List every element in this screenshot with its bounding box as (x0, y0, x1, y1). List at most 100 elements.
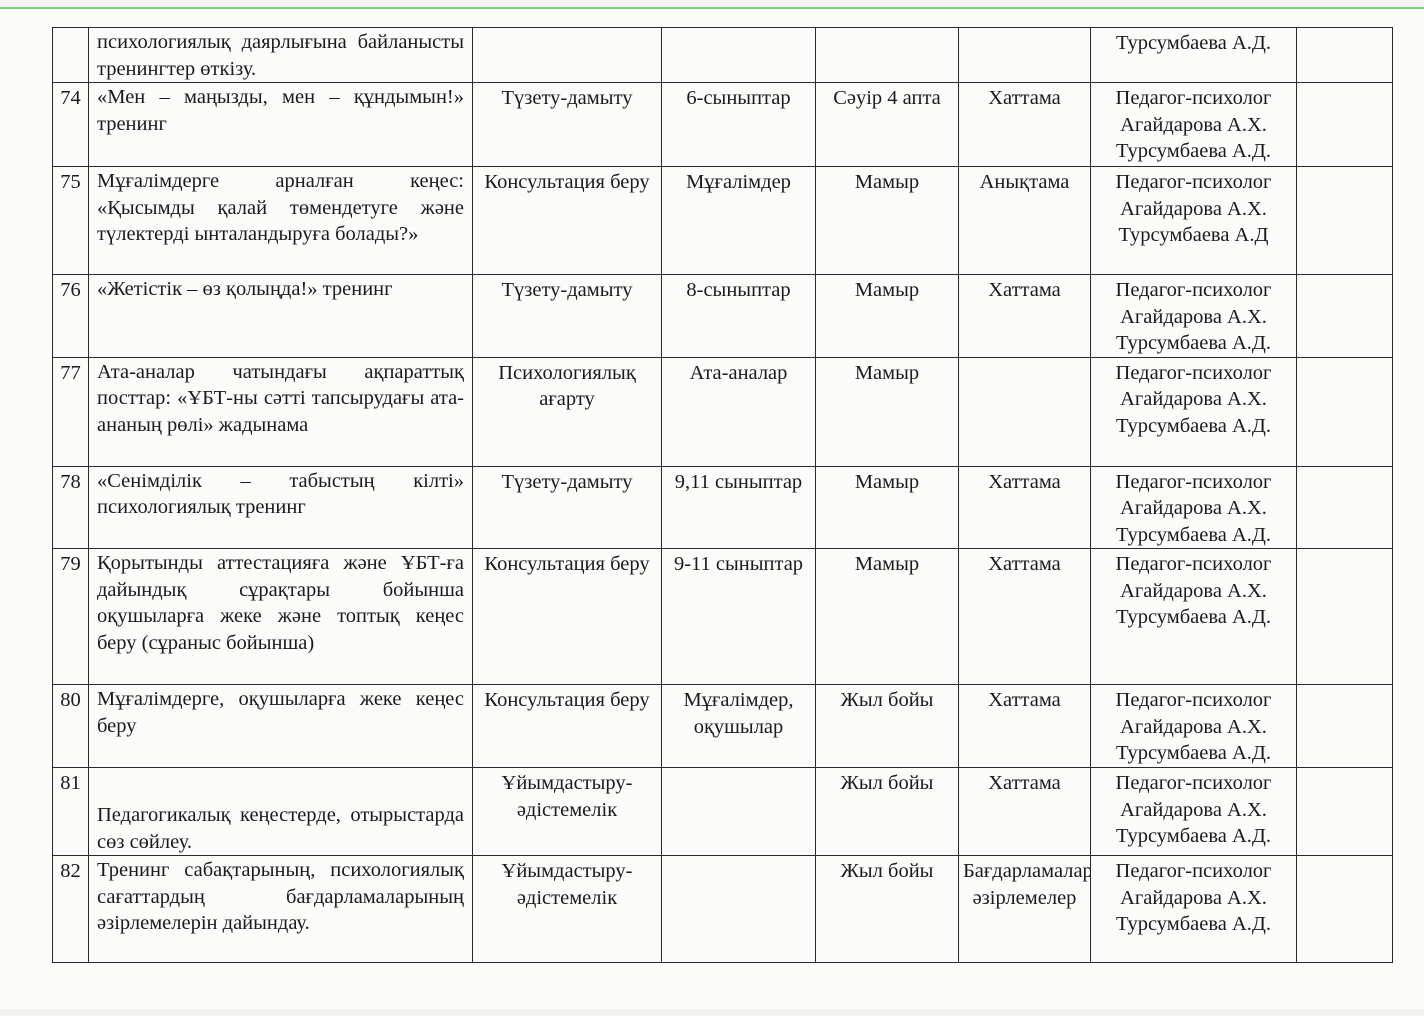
schedule-date: Жыл бойы (815, 684, 959, 768)
result-document (958, 356, 1091, 467)
target-audience: Ата-аналар (661, 356, 816, 467)
activity-type: Ұйымдастыру-әдістемелік (472, 767, 662, 856)
result-document: Хаттама (958, 767, 1091, 856)
responsible-persons: Педагог-психолог Агайдарова А.Х. Турсумбае… (1090, 166, 1297, 275)
table-row: психологиялық даярлығына байланысты трен… (52, 27, 1393, 83)
target-audience: 8-сыныптар (661, 274, 816, 358)
target-audience: 6-сыныптар (661, 82, 816, 167)
activity-description: Педагогикалық кеңестерде, отырыстарда сө… (88, 767, 473, 856)
activity-description: Қорытынды аттестацияға және ҰБТ-ға дайын… (88, 548, 473, 685)
responsible-persons: Педагог-психолог Агайдарова А.Х. Турсумбае… (1090, 356, 1297, 467)
responsible-persons: Педагог-психолог Агайдарова А.Х. Турсумбае… (1090, 767, 1297, 856)
target-audience (661, 27, 816, 83)
responsible-persons: Педагог-психолог Агайдарова А.Х. Турсумбае… (1090, 548, 1297, 685)
target-audience: 9-11 сыныптар (661, 548, 816, 685)
top-edge-line (0, 7, 1424, 9)
result-document: Бағдарламалар, әзірлемелер (958, 855, 1091, 963)
activity-type: Ұйымдастыру-әдістемелік (472, 855, 662, 963)
responsible-person: Агайдарова А.Х. (1120, 497, 1267, 519)
responsible-person: Агайдарова А.Х. (1120, 715, 1267, 738)
result-document: Хаттама (958, 548, 1091, 685)
result-document: Хаттама (958, 684, 1091, 768)
schedule-date: Мамыр (815, 356, 959, 467)
note-cell (1296, 166, 1393, 275)
responsible-person: Турсумбаева А.Д. (1115, 742, 1272, 764)
table-row: 76 «Жетістік – өз қолыңда!» тренинг Түзету… (52, 274, 1393, 358)
note-cell (1296, 82, 1393, 167)
responsible-person: Агайдарова А.Х. (1120, 886, 1267, 909)
target-audience (661, 767, 816, 856)
responsible-person: Турсумбаева А.Д. (1115, 332, 1272, 354)
schedule-date: Мамыр (815, 548, 959, 685)
responsible-person: Педагог-психолог (1115, 689, 1272, 711)
table-row: 80 Мұғалімдерге, оқушыларға жеке кеңес бе… (52, 684, 1393, 768)
responsible-person: Турсумбаева А.Д. (1115, 32, 1272, 54)
activity-description: Ата-аналар чатындағы ақпараттық посттар:… (88, 356, 473, 467)
responsible-person: Турсумбаева А.Д (1118, 224, 1269, 246)
activity-type: Психологиялық ағарту (472, 356, 662, 467)
row-number (52, 27, 89, 83)
responsible-persons: Педагог-психолог Агайдарова А.Х. Турсумбае… (1090, 465, 1297, 549)
note-cell (1296, 684, 1393, 768)
target-audience: Мұғалімдер, оқушылар (661, 684, 816, 768)
result-document: Хаттама (958, 274, 1091, 358)
schedule-date: Мамыр (815, 465, 959, 549)
responsible-person: Агайдарова А.Х. (1120, 579, 1267, 602)
responsible-person: Педагог-психолог (1115, 279, 1272, 301)
table-row: 81 Педагогикалық кеңестерде, отырыстарда … (52, 767, 1393, 856)
note-cell (1296, 767, 1393, 856)
table-row: 75 Мұғалімдерге арналған кеңес: «Қысымды … (52, 166, 1393, 275)
activity-description: «Мен – маңызды, мен – құндымын!» тренинг (88, 82, 473, 167)
responsible-person: Турсумбаева А.Д. (1115, 414, 1272, 437)
activity-type: Түзету-дамыту (472, 274, 662, 358)
table-row: 74 «Мен – маңызды, мен – құндымын!» трени… (52, 82, 1393, 167)
responsible-person: Турсумбаева А.Д. (1115, 913, 1272, 935)
target-audience: 9,11 сыныптар (661, 465, 816, 549)
activity-type: Түзету-дамыту (472, 465, 662, 549)
activity-type (472, 27, 662, 83)
result-document (958, 27, 1091, 83)
responsible-person: Турсумбаева А.Д. (1115, 606, 1272, 628)
note-cell (1296, 356, 1393, 467)
result-document: Хаттама (958, 465, 1091, 549)
schedule-date: Жыл бойы (815, 855, 959, 963)
schedule-date: Жыл бойы (815, 767, 959, 856)
row-number: 76 (52, 274, 89, 358)
note-cell (1296, 27, 1393, 83)
responsible-persons: Педагог-психолог Агайдарова А.Х. Турсумбае… (1090, 684, 1297, 768)
responsible-person: Педагог-психолог (1115, 772, 1272, 794)
schedule-date (815, 27, 959, 83)
note-cell (1296, 548, 1393, 685)
responsible-person: Агайдарова А.Х. (1120, 197, 1267, 220)
activity-description: «Жетістік – өз қолыңда!» тренинг (88, 274, 473, 358)
row-number: 78 (52, 465, 89, 549)
table-row: 79 Қорытынды аттестацияға және ҰБТ-ға дай… (52, 548, 1393, 685)
responsible-person: Агайдарова А.Х. (1120, 113, 1267, 136)
activity-description: Мұғалімдерге, оқушыларға жеке кеңес беру (88, 684, 473, 768)
row-number: 80 (52, 684, 89, 768)
responsible-person: Турсумбаева А.Д. (1115, 825, 1272, 847)
schedule-date: Мамыр (815, 166, 959, 275)
responsible-persons: Педагог-психолог Агайдарова А.Х. Турсумбае… (1090, 855, 1297, 963)
target-audience: Мұғалімдер (661, 166, 816, 275)
row-number: 77 (52, 356, 89, 467)
table-row: 78 «Сенімділік – табыстың кілті» психолог… (52, 465, 1393, 549)
responsible-person: Педагог-психолог (1115, 470, 1272, 493)
activity-type: Консультация беру (472, 166, 662, 275)
responsible-person: Педагог-психолог (1115, 860, 1272, 882)
activity-type: Түзету-дамыту (472, 82, 662, 167)
target-audience (661, 855, 816, 963)
note-cell (1296, 855, 1393, 963)
responsible-person: Педагог-психолог (1115, 553, 1272, 575)
responsible-person: Педагог-психолог (1115, 361, 1272, 384)
row-number: 81 (52, 767, 89, 856)
result-document: Хаттама (958, 82, 1091, 167)
note-cell (1296, 465, 1393, 549)
activity-description: Мұғалімдерге арналған кеңес: «Қысымды қа… (88, 166, 473, 275)
responsible-persons: Турсумбаева А.Д. (1090, 27, 1297, 83)
schedule-date: Сәуір 4 апта (815, 82, 959, 167)
responsible-person: Турсумбаева А.Д. (1115, 140, 1272, 162)
responsible-person: Педагог-психолог (1115, 87, 1272, 109)
row-number: 75 (52, 166, 89, 275)
table-row: 82 Тренинг сабақтарының, психологиялық са… (52, 855, 1393, 963)
